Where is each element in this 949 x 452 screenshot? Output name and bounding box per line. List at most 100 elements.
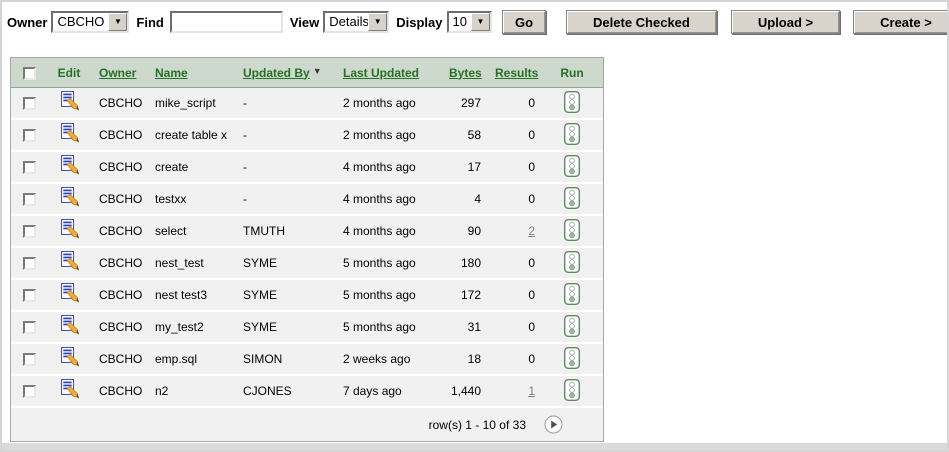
edit-icon[interactable] [58, 186, 81, 209]
sort-link-last-updated[interactable]: Last Updated [343, 65, 420, 80]
col-header-bytes: Bytes [441, 58, 487, 88]
table-row: CBCHO testxx - 4 months ago 4 0 [11, 184, 603, 216]
display-label: Display [396, 14, 443, 30]
row-checkbox[interactable] [22, 161, 36, 175]
row-checkbox[interactable] [22, 353, 36, 367]
edit-icon[interactable] [58, 250, 81, 273]
last-updated-cell: 5 months ago [335, 312, 441, 344]
edit-icon[interactable] [58, 154, 81, 177]
table-row: CBCHO select TMUTH 4 months ago 90 2 [11, 216, 603, 248]
owner-cell: CBCHO [91, 280, 147, 312]
go-button[interactable]: Go [501, 10, 547, 34]
edit-icon[interactable] [58, 90, 81, 113]
row-checkbox[interactable] [22, 257, 36, 271]
run-icon[interactable] [563, 314, 581, 337]
sort-link-results[interactable]: Results [495, 65, 539, 80]
chevron-down-icon: ▼ [470, 13, 490, 31]
bytes-cell: 58 [441, 120, 487, 152]
edit-icon[interactable] [58, 122, 81, 145]
owner-select[interactable]: CBCHO ▼ [51, 11, 130, 33]
run-icon[interactable] [563, 218, 581, 241]
edit-icon[interactable] [58, 346, 81, 369]
owner-cell: CBCHO [91, 88, 147, 120]
view-label: View [289, 14, 320, 30]
run-icon[interactable] [563, 90, 581, 113]
updated-by-cell: - [235, 152, 335, 184]
find-input[interactable] [169, 11, 283, 33]
upload-button[interactable]: Upload > [730, 10, 841, 34]
table-row: CBCHO my_test2 SYME 5 months ago 31 0 [11, 312, 603, 344]
bytes-cell: 18 [441, 344, 487, 376]
updated-by-cell: - [235, 184, 335, 216]
row-checkbox[interactable] [22, 193, 36, 207]
owner-cell: CBCHO [91, 120, 147, 152]
run-icon[interactable] [563, 346, 581, 369]
col-header-results: Results [487, 58, 541, 88]
bytes-cell: 1,440 [441, 376, 487, 408]
display-select-value: 10 [452, 14, 467, 29]
display-select[interactable]: 10 ▼ [446, 11, 492, 33]
name-cell: n2 [147, 376, 235, 408]
owner-label: Owner [7, 14, 48, 30]
results-cell[interactable]: 1 [528, 384, 535, 398]
last-updated-cell: 2 weeks ago [335, 344, 441, 376]
select-all-checkbox[interactable] [22, 66, 36, 80]
run-icon[interactable] [563, 282, 581, 305]
row-checkbox[interactable] [22, 129, 36, 143]
row-checkbox[interactable] [22, 385, 36, 399]
run-icon[interactable] [563, 122, 581, 145]
last-updated-cell: 7 days ago [335, 376, 441, 408]
col-header-run: Run [541, 58, 603, 88]
sort-desc-icon: ▼ [312, 65, 322, 76]
table-row: CBCHO nest test3 SYME 5 months ago 172 0 [11, 280, 603, 312]
row-checkbox[interactable] [22, 225, 36, 239]
edit-icon[interactable] [58, 218, 81, 241]
col-header-updated-by: Updated By ▼ [235, 58, 335, 88]
table-row: CBCHO mike_script - 2 months ago 297 0 [11, 88, 603, 120]
row-checkbox[interactable] [22, 321, 36, 335]
name-cell: select [147, 216, 235, 248]
last-updated-cell: 5 months ago [335, 280, 441, 312]
results-cell: 0 [528, 192, 535, 206]
owner-select-value: CBCHO [57, 14, 105, 29]
pagination-label: row(s) 1 - 10 of 33 [428, 417, 526, 432]
owner-cell: CBCHO [91, 312, 147, 344]
results-cell[interactable]: 2 [528, 224, 535, 238]
window-bottom-edge [2, 443, 947, 450]
name-cell: create table x [147, 120, 235, 152]
sort-link-owner[interactable]: Owner [99, 65, 137, 80]
edit-icon[interactable] [58, 314, 81, 337]
run-icon[interactable] [563, 186, 581, 209]
bytes-cell: 90 [441, 216, 487, 248]
run-icon[interactable] [563, 378, 581, 401]
create-button[interactable]: Create > [853, 10, 947, 34]
sort-link-name[interactable]: Name [155, 65, 188, 80]
edit-icon[interactable] [58, 378, 81, 401]
sort-link-bytes[interactable]: Bytes [449, 65, 482, 80]
owner-cell: CBCHO [91, 184, 147, 216]
view-select[interactable]: Details ▼ [323, 11, 390, 33]
results-cell: 0 [528, 160, 535, 174]
bytes-cell: 180 [441, 248, 487, 280]
run-icon[interactable] [563, 250, 581, 273]
edit-icon[interactable] [58, 282, 81, 305]
table-row: CBCHO create table x - 2 months ago 58 0 [11, 120, 603, 152]
row-checkbox[interactable] [22, 97, 36, 111]
run-icon[interactable] [563, 154, 581, 177]
next-page-icon[interactable] [544, 415, 563, 434]
results-cell: 0 [528, 352, 535, 366]
name-cell: create [147, 152, 235, 184]
bytes-cell: 4 [441, 184, 487, 216]
updated-by-cell: SIMON [235, 344, 335, 376]
owner-cell: CBCHO [91, 376, 147, 408]
table-body: CBCHO mike_script - 2 months ago 297 0 [11, 88, 603, 408]
results-cell: 0 [528, 288, 535, 302]
delete-checked-button[interactable]: Delete Checked [566, 10, 717, 34]
row-checkbox[interactable] [22, 289, 36, 303]
view-select-value: Details [329, 14, 369, 29]
col-header-name: Name [147, 58, 235, 88]
sort-link-updated-by[interactable]: Updated By [243, 65, 310, 80]
table-row: CBCHO nest_test SYME 5 months ago 180 0 [11, 248, 603, 280]
last-updated-cell: 2 months ago [335, 120, 441, 152]
last-updated-cell: 2 months ago [335, 88, 441, 120]
